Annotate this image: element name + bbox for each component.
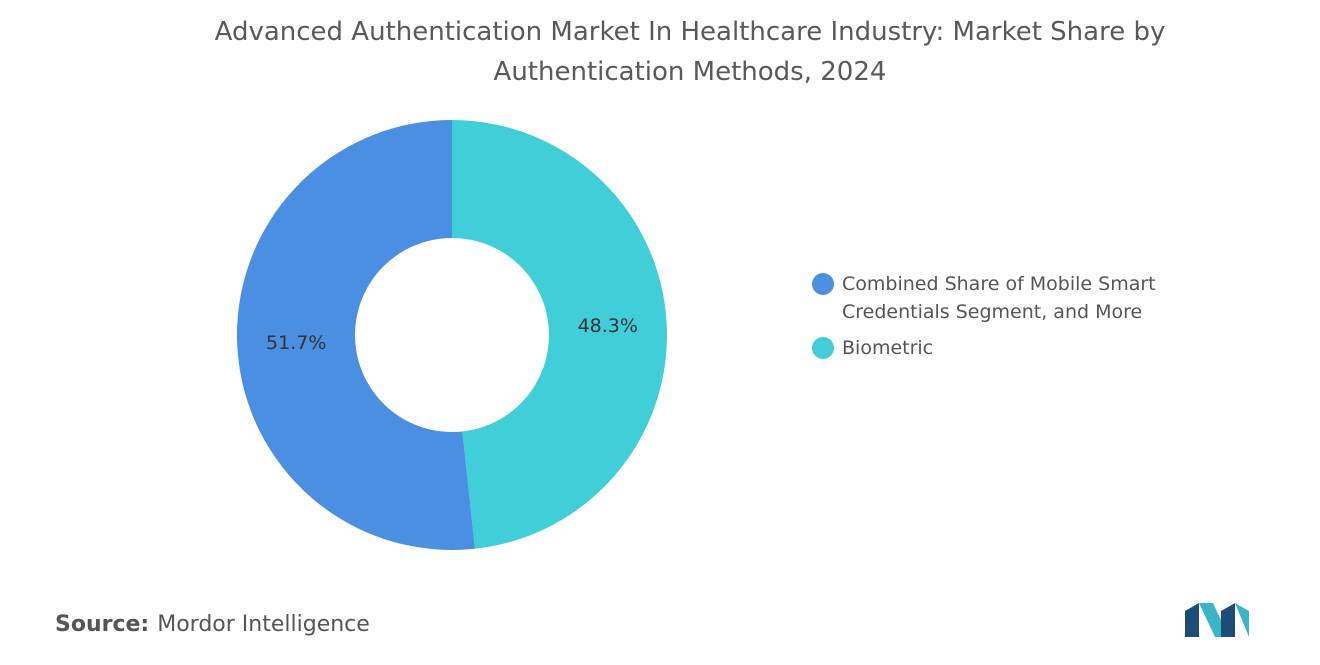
legend-swatch [812,273,834,295]
legend-label: Biometric [842,337,934,359]
legend-label: Combined Share of Mobile Smart Credentia… [842,273,1156,323]
donut-slice [452,120,667,549]
legend: Combined Share of Mobile Smart Credentia… [812,270,1192,370]
legend-swatch [812,337,834,359]
legend-item: Biometric [812,334,1192,362]
source-text: Mordor Intelligence [157,612,370,637]
source-label: Source: [55,612,150,637]
source: Source: Mordor Intelligence [55,612,370,637]
legend-item: Combined Share of Mobile Smart Credentia… [812,270,1192,326]
logo [1185,603,1249,637]
donut-slice [236,120,475,550]
data-label: 51.7% [266,332,326,354]
chart-title: Advanced Authentication Market In Health… [214,17,1166,87]
data-label: 48.3% [578,315,638,337]
